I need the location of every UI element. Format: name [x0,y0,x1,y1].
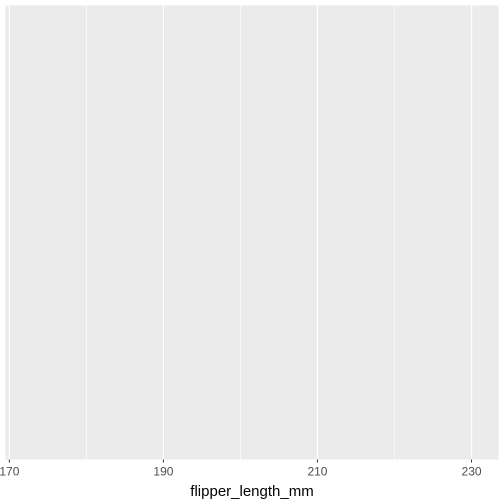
x-axis-tick-labels: 170 190 210 230 [0,465,482,479]
minor-gridlines [86,5,395,460]
plot-panel [5,5,499,460]
x-tick-label: 190 [153,465,173,479]
x-axis-ticks [8,459,473,463]
x-axis-title: flipper_length_mm [190,483,313,500]
x-tick-label: 170 [0,465,20,479]
major-gridlines [8,5,473,460]
x-tick-label: 210 [307,465,327,479]
x-tick-label: 230 [462,465,482,479]
